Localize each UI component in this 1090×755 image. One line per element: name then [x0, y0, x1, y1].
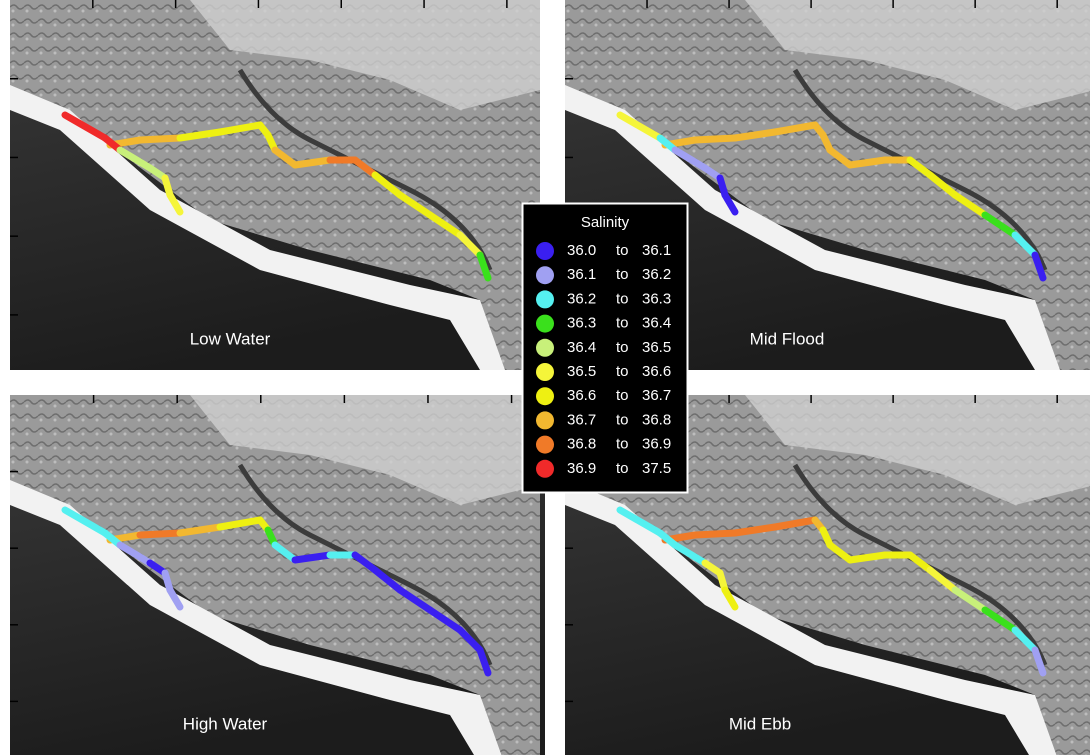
legend-swatch — [536, 266, 554, 284]
panel-label: Low Water — [190, 329, 271, 348]
legend-swatch — [536, 436, 554, 454]
legend-from: 36.5 — [567, 363, 596, 380]
salinity-track — [295, 160, 330, 165]
legend-from: 36.1 — [567, 266, 596, 283]
legend-from: 36.4 — [567, 339, 596, 356]
legend-separator: to — [616, 363, 629, 380]
legend-separator: to — [616, 242, 629, 259]
legend-separator: to — [616, 266, 629, 283]
panel-content — [10, 395, 545, 755]
legend-separator: to — [616, 387, 629, 404]
legend-separator: to — [616, 315, 629, 332]
legend-swatch — [536, 315, 554, 333]
panel-label: High Water — [183, 714, 268, 733]
salinity-track — [850, 555, 885, 560]
legend-swatch — [536, 339, 554, 357]
legend-swatch — [536, 411, 554, 429]
legend-from: 36.8 — [567, 436, 596, 453]
legend-from: 36.6 — [567, 387, 596, 404]
legend-to: 36.7 — [642, 387, 671, 404]
legend-swatch — [536, 242, 554, 260]
legend-to: 36.1 — [642, 242, 671, 259]
legend-from: 36.9 — [567, 460, 596, 477]
legend-separator: to — [616, 460, 629, 477]
map-panel: High Water — [10, 395, 545, 755]
legend-to: 37.5 — [642, 460, 671, 477]
panel-label: Mid Ebb — [729, 714, 791, 733]
legend-swatch — [536, 460, 554, 478]
legend-from: 36.3 — [567, 315, 596, 332]
map-panel: Low Water — [10, 0, 540, 370]
legend-to: 36.5 — [642, 339, 671, 356]
legend-from: 36.2 — [567, 290, 596, 307]
legend-separator: to — [616, 339, 629, 356]
panel-content — [10, 0, 540, 370]
salinity-track — [295, 555, 330, 560]
legend-swatch — [536, 363, 554, 381]
legend-from: 36.0 — [567, 242, 596, 259]
legend-separator: to — [616, 436, 629, 453]
figure: Low Water Mid Flood High Water Mid Ebb Salin… — [0, 0, 1090, 755]
legend: Salinity 36.0 to 36.1 36.1 to 36.2 36.2 to 36.3 36… — [523, 204, 688, 493]
salinity-track — [140, 138, 180, 140]
map-figure: Low Water Mid Flood High Water Mid Ebb Salin… — [0, 0, 1090, 755]
legend-to: 36.3 — [642, 290, 671, 307]
legend-separator: to — [616, 290, 629, 307]
legend-separator: to — [616, 411, 629, 428]
salinity-track — [695, 138, 735, 140]
legend-swatch — [536, 290, 554, 308]
legend-to: 36.9 — [642, 436, 671, 453]
salinity-track — [140, 533, 180, 535]
legend-title: Salinity — [581, 214, 630, 231]
salinity-track — [695, 533, 735, 535]
panel-label: Mid Flood — [750, 329, 825, 348]
legend-to: 36.6 — [642, 363, 671, 380]
legend-from: 36.7 — [567, 411, 596, 428]
legend-to: 36.8 — [642, 411, 671, 428]
legend-to: 36.2 — [642, 266, 671, 283]
legend-swatch — [536, 387, 554, 405]
legend-to: 36.4 — [642, 315, 671, 332]
salinity-track — [850, 160, 885, 165]
